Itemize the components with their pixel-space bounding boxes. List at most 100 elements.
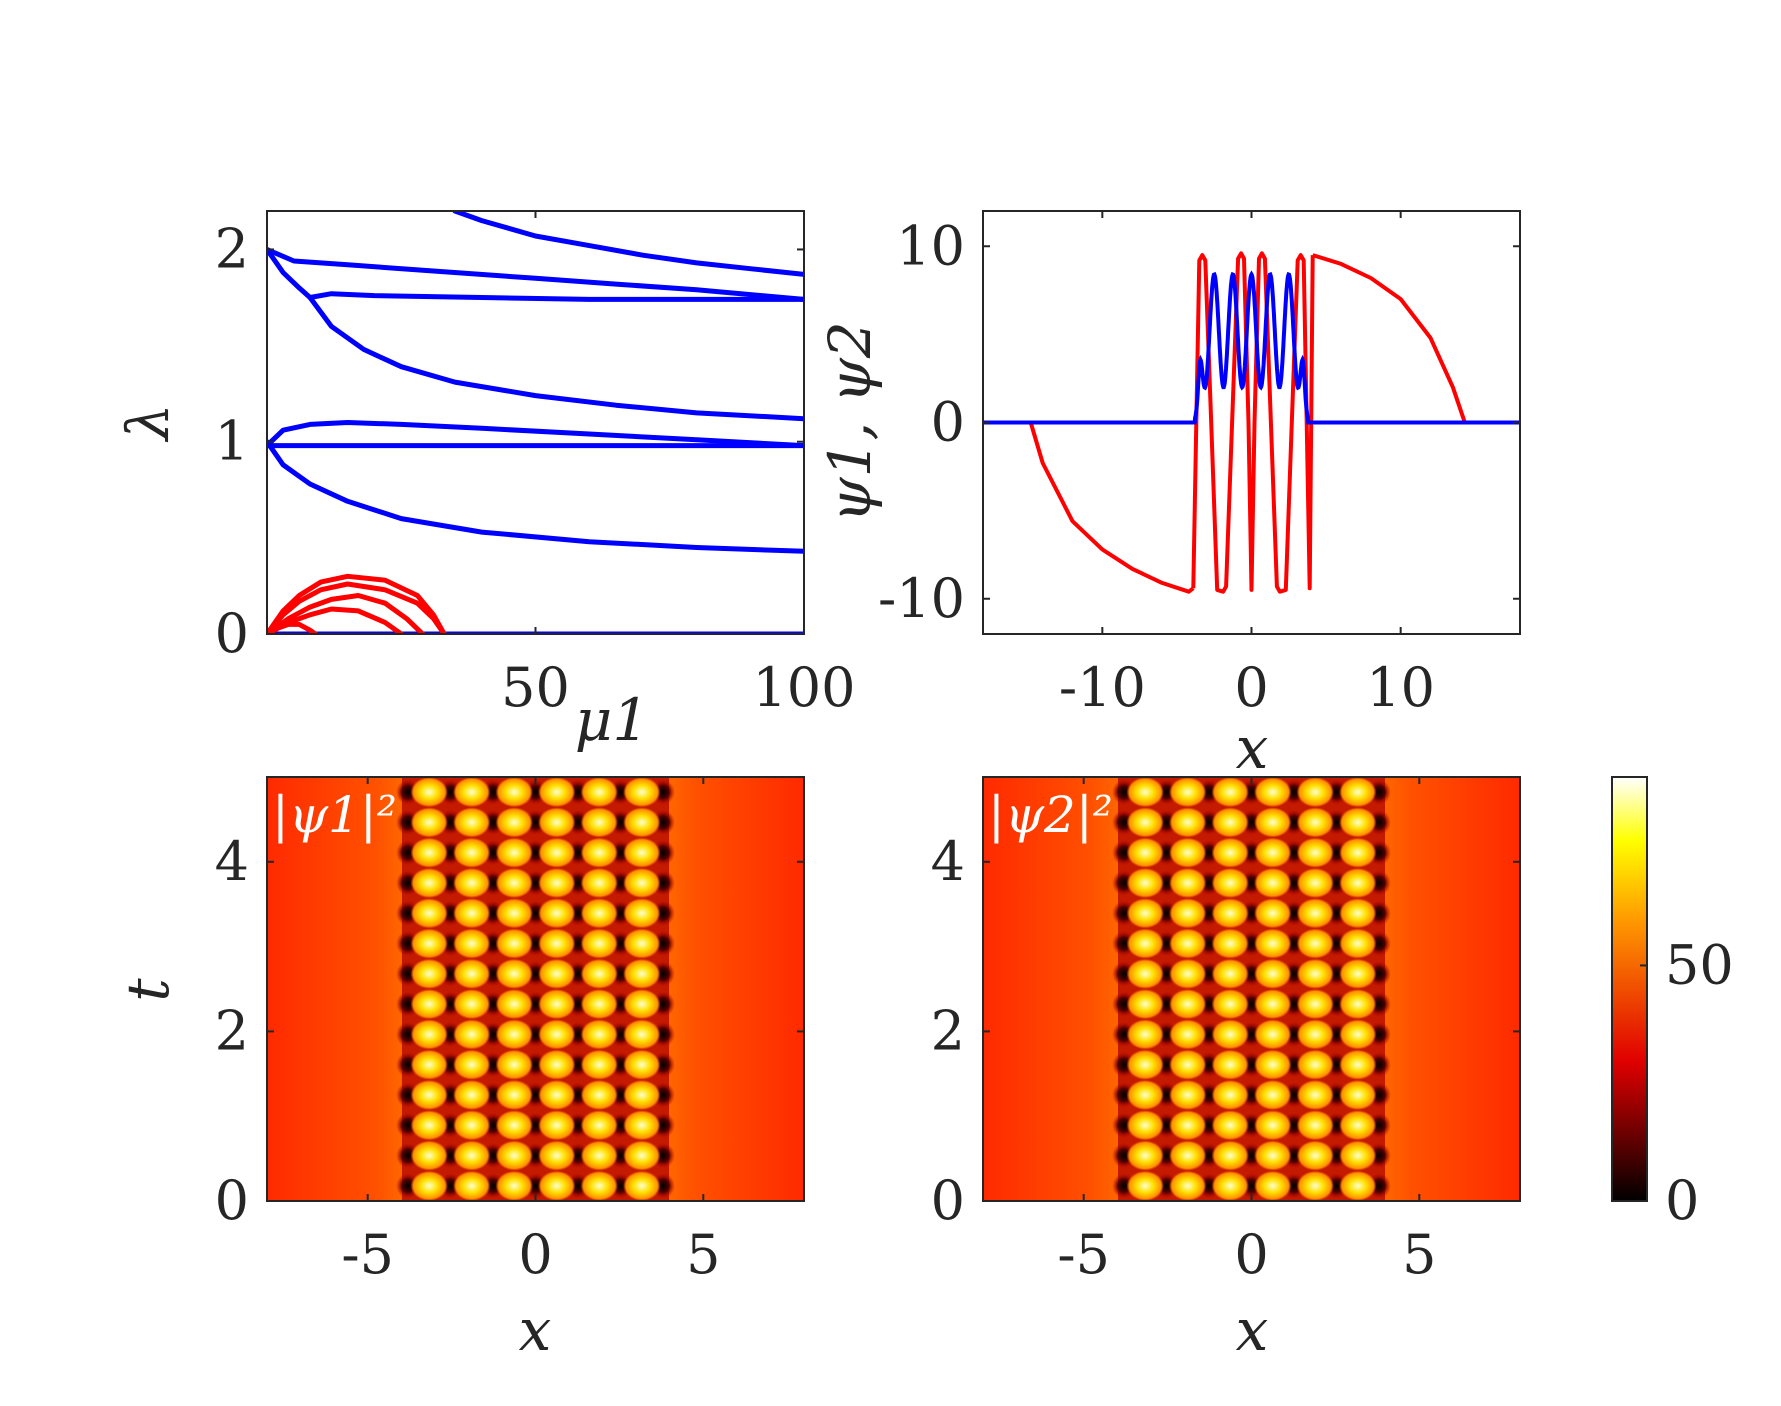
x-tick-label: 0 [518,1223,552,1286]
colorbar-gradient [1611,776,1648,1202]
density-maximum [580,1140,618,1171]
density-maximum [580,1079,618,1111]
density-maximum [538,807,576,838]
x-axis-label-x: x [1236,1296,1269,1364]
density-maximum [1211,837,1249,868]
density-maximum [580,777,618,808]
density-maximum [1211,898,1249,929]
unstable-branch-line [267,621,318,634]
density-maximum [1339,807,1377,838]
density-maximum [410,837,448,868]
density-maximum [495,807,533,838]
density-maximum [495,867,533,899]
profile-panel: -10 0 10 -10 0 10 [878,210,1521,719]
density-maximum [1169,1140,1207,1171]
density-maximum [1169,898,1207,929]
spectrum-panel: 50 100 0 1 2 [215,210,856,719]
density-maximum [623,807,661,838]
density-maximum [495,777,533,808]
density-maximum [453,1110,491,1141]
density-maximum [1254,1019,1292,1050]
density-maximum [453,958,491,989]
density-maximum [1211,1019,1249,1050]
density-maximum [495,1110,533,1141]
y-tick-label: 0 [931,1169,965,1232]
density-maximum [580,867,618,899]
x-tick-label: 0 [1234,656,1268,719]
density-maximum [410,1019,448,1050]
density-maximum [1169,958,1207,989]
inset-label: |ψ2|² [988,786,1113,844]
density-maximum [1211,1079,1249,1111]
density-maximum [1296,1079,1334,1111]
density-maximum [580,898,618,929]
density-maximum [410,958,448,989]
density-maximum [1296,989,1334,1020]
density-maximum [1169,1110,1207,1141]
density-maximum [1169,928,1207,959]
density-maximum [1169,1079,1207,1111]
density-maximum [1169,777,1207,808]
density-maximum [1211,1049,1249,1080]
stable-branch-line [267,247,804,302]
colorbar-tick-label: 50 [1665,933,1734,996]
density-maximum [453,1140,491,1171]
density-maximum [453,898,491,929]
density-minimum [1112,749,1136,774]
density-minimum [481,749,505,774]
density-maximum [453,777,491,808]
density-maximum [453,867,491,899]
heatmap-psi2-panel: |ψ2|² -5 0 5 0 2 4 [931,747,1521,1286]
colorbar-tick-label: 0 [1665,1169,1699,1232]
density-maximum [410,777,448,808]
density-maximum [580,928,618,959]
density-maximum [1296,1140,1334,1171]
density-maximum [1339,1140,1377,1171]
y-tick-label: -10 [878,567,965,630]
x-axis-label-x: x [519,1296,552,1364]
density-maximum [1339,1079,1377,1111]
density-maximum [1296,777,1334,808]
density-maximum [453,1079,491,1111]
density-maximum [623,1079,661,1111]
density-maximum [495,958,533,989]
density-maximum [453,989,491,1020]
density-maximum [453,807,491,838]
stable-branch-line [307,295,804,422]
density-maximum [538,1049,576,1080]
density-maximum [538,928,576,959]
density-maximum [1254,1170,1292,1201]
y-tick-label: 0 [215,602,249,665]
density-maximum [623,1140,661,1171]
density-maximum [538,898,576,929]
density-maximum [623,867,661,899]
x-tick-label: 100 [752,656,855,719]
density-minimum [1367,749,1391,774]
y-tick-label: 4 [931,830,965,893]
density-maximum [623,837,661,868]
y-tick-label: 2 [931,999,965,1062]
density-maximum [1254,807,1292,838]
psi1-profile-line [983,420,1195,594]
density-maximum [580,807,618,838]
density-maximum [410,1170,448,1201]
density-maximum [538,1170,576,1201]
density-minimum [1197,749,1221,774]
unstable-branch-line [267,593,426,634]
x-tick-label: -5 [341,1223,394,1286]
density-maximum [1127,747,1164,777]
density-maximum [411,747,448,777]
density-maximum [623,1110,661,1141]
density-maximum [1296,1049,1334,1080]
x-tick-label: 10 [1366,656,1435,719]
density-maximum [410,807,448,838]
density-maximum [538,989,576,1020]
density-maximum [1126,807,1164,838]
x-tick-label: 5 [686,1223,720,1286]
density-minimum [1282,749,1306,774]
density-maximum [1339,777,1377,808]
density-maximum [1126,837,1164,868]
psi1-profile-line [1312,253,1520,425]
density-maximum [410,989,448,1020]
density-maximum [1296,928,1334,959]
